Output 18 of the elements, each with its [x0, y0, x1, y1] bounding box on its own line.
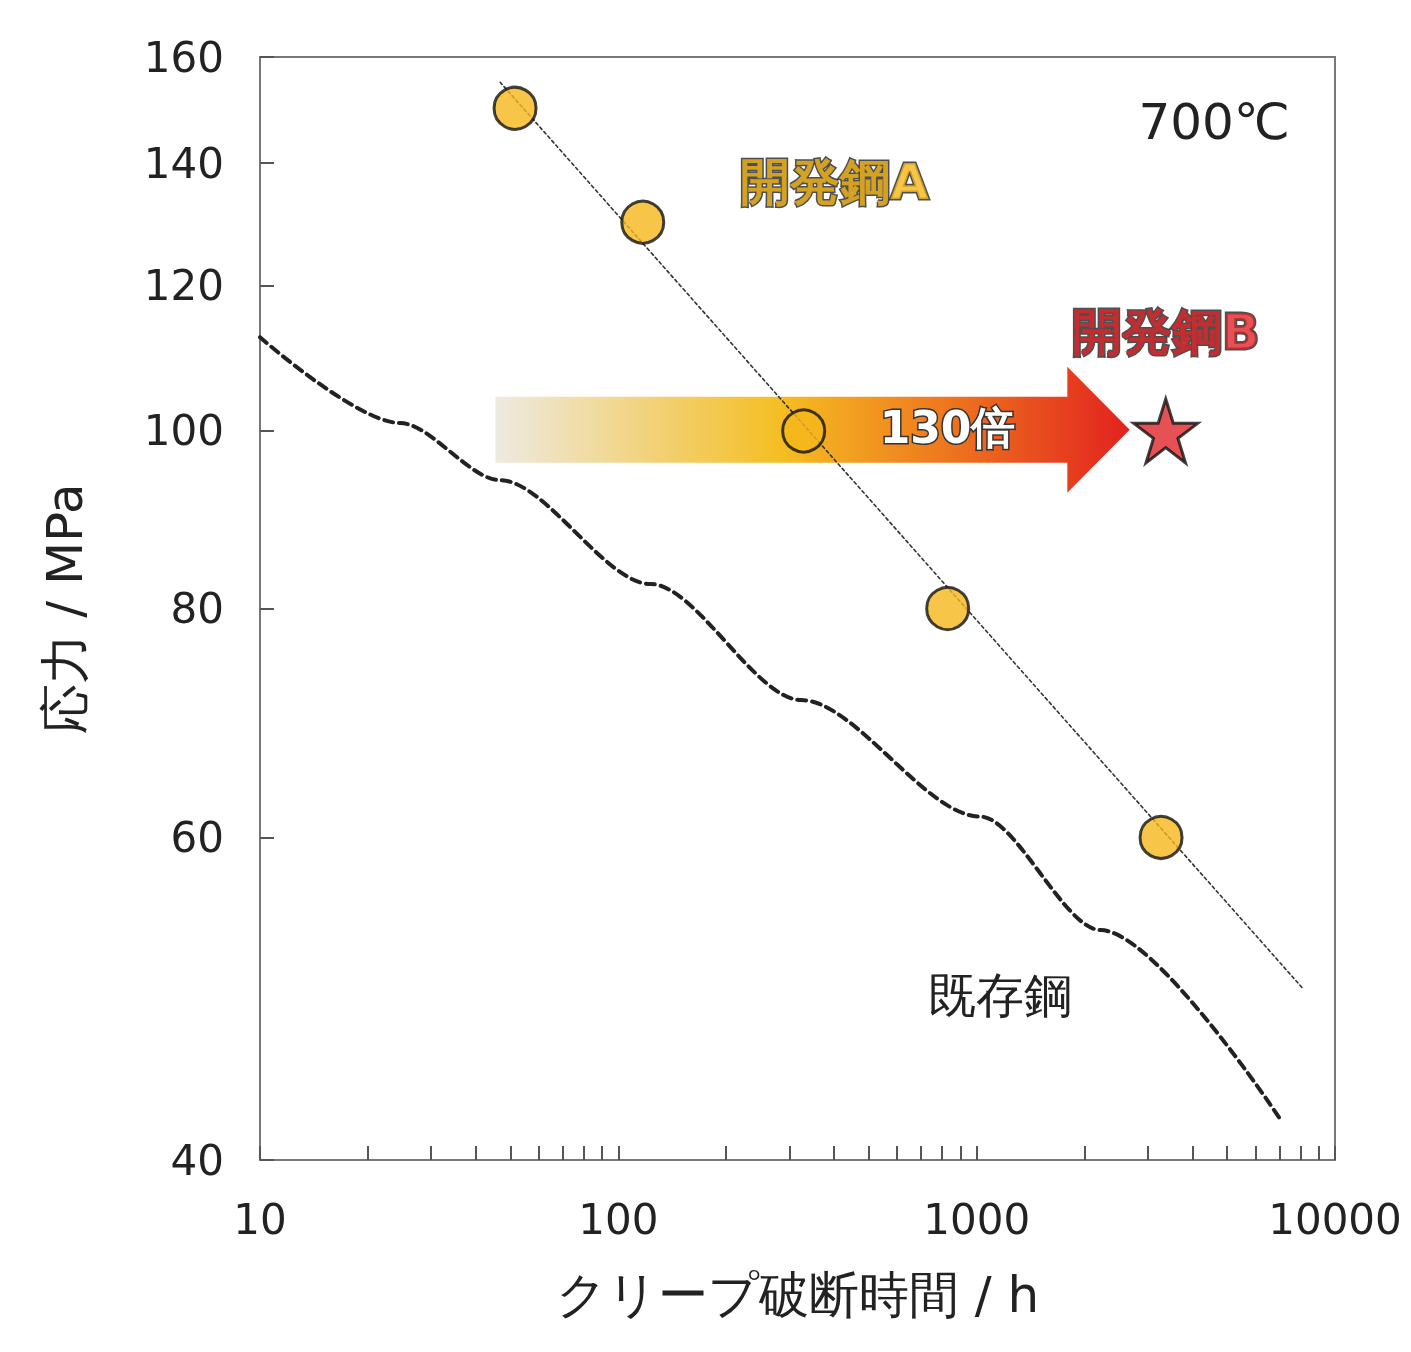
- x-tick-label: 10000: [1268, 1194, 1402, 1244]
- x-tick-label: 1000: [923, 1194, 1031, 1244]
- series-label: 開発鋼A: [740, 153, 930, 212]
- x-tick-label: 10: [233, 1194, 287, 1244]
- y-tick-label: 40: [170, 1135, 224, 1185]
- y-tick-label: 60: [170, 812, 224, 862]
- series-label: 開発鋼B: [1071, 303, 1260, 362]
- series-label: 既存鋼: [927, 967, 1072, 1024]
- y-tick-label: 80: [170, 584, 224, 633]
- y-axis-title: 応力 / MPa: [36, 483, 94, 734]
- x-tick-label: 100: [578, 1194, 659, 1244]
- annotation: 700℃: [1138, 93, 1291, 151]
- y-tick-label: 120: [143, 261, 224, 311]
- y-tick-label: 140: [143, 138, 224, 188]
- annotation: 130倍: [879, 401, 1016, 453]
- x-axis-title: クリープ破断時間 / h: [555, 1266, 1040, 1324]
- y-tick-label: 160: [143, 32, 224, 82]
- y-tick-label: 100: [143, 406, 224, 456]
